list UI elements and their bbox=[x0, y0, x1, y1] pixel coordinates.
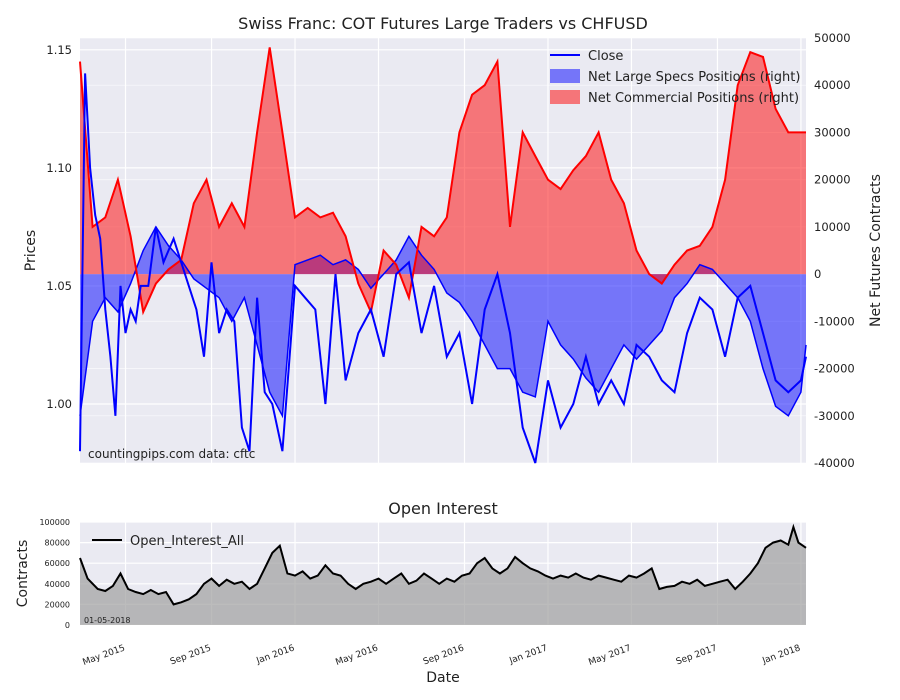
oi-x-tick-label: May 2017 bbox=[587, 643, 632, 668]
oi-x-tick-label: Jan 2016 bbox=[254, 643, 296, 666]
cot-left-axis-label: Prices bbox=[23, 230, 39, 271]
right-tick-label: -40000 bbox=[814, 456, 855, 470]
legend-specs-swatch bbox=[550, 69, 580, 83]
oi-x-tick-label: Jan 2017 bbox=[507, 643, 549, 666]
right-tick-label: 0 bbox=[814, 267, 821, 281]
oi-y-tick-label: 80000 bbox=[45, 539, 70, 548]
oi-fill bbox=[80, 527, 806, 625]
oi-x-tick-label: Jan 2018 bbox=[760, 643, 802, 666]
oi-x-ticks: May 2015 Sep 2015 Jan 2016 May 2016 Sep 2016… bbox=[81, 643, 802, 668]
oi-y-tick-label: 100000 bbox=[39, 518, 70, 527]
oi-x-tick-label: Sep 2016 bbox=[422, 643, 466, 667]
oi-y-axis-label: Contracts bbox=[15, 540, 31, 608]
oi-line bbox=[79, 523, 807, 606]
legend-commercial-swatch bbox=[550, 90, 580, 104]
oi-y-tick-label: 0 bbox=[65, 621, 70, 630]
specs-line bbox=[79, 225, 807, 419]
legend-close-label: Close bbox=[588, 49, 623, 64]
right-tick-label: 40000 bbox=[814, 78, 851, 92]
oi-chart-title: Open Interest bbox=[388, 499, 497, 518]
close-line bbox=[79, 73, 807, 464]
report-date-annotation: 01-05-2018 bbox=[84, 616, 131, 625]
oi-x-tick-label: May 2015 bbox=[81, 643, 126, 668]
cot-close-line bbox=[79, 73, 807, 464]
oi-y-ticks: 0 20000 40000 60000 80000 100000 bbox=[39, 518, 70, 630]
right-tick-label: -10000 bbox=[814, 314, 855, 328]
oi-y-tick-label: 60000 bbox=[45, 559, 70, 568]
source-annotation: countingpips.com data: cftc bbox=[88, 447, 255, 461]
left-tick-label: 1.05 bbox=[46, 279, 72, 293]
cot-legend: Close Net Large Specs Positions (right) Ne… bbox=[550, 49, 800, 106]
right-tick-label: -20000 bbox=[814, 362, 855, 376]
legend-specs-label: Net Large Specs Positions (right) bbox=[588, 70, 800, 85]
right-tick-label: 50000 bbox=[814, 31, 851, 45]
right-tick-label: -30000 bbox=[814, 409, 855, 423]
right-tick-label: 10000 bbox=[814, 220, 851, 234]
oi-x-tick-label: Sep 2015 bbox=[169, 643, 213, 667]
legend-oi-label: Open_Interest_All bbox=[130, 534, 244, 549]
oi-x-axis-label: Date bbox=[426, 670, 459, 686]
cot-areas bbox=[79, 47, 807, 419]
legend-commercial-label: Net Commercial Positions (right) bbox=[588, 91, 799, 106]
left-tick-label: 1.15 bbox=[46, 43, 72, 57]
oi-area bbox=[79, 523, 807, 625]
oi-x-tick-label: May 2016 bbox=[334, 643, 379, 668]
left-tick-label: 1.10 bbox=[46, 161, 72, 175]
cot-left-ticks: 1.00 1.05 1.10 1.15 bbox=[46, 43, 72, 411]
specs-area bbox=[80, 226, 806, 416]
open-interest-chart: 0 20000 40000 60000 80000 100000 May 2015 Sep … bbox=[15, 499, 807, 686]
commercial-line bbox=[79, 47, 806, 316]
commercial-area bbox=[80, 47, 806, 312]
oi-legend: Open_Interest_All bbox=[92, 534, 244, 549]
right-tick-label: 30000 bbox=[814, 125, 851, 139]
oi-y-tick-label: 20000 bbox=[45, 600, 70, 609]
cot-chart: 1.00 1.05 1.10 1.15 -40000 -30000 -20000 -1000… bbox=[23, 14, 884, 470]
cot-right-axis-label: Net Futures Contracts bbox=[868, 174, 884, 327]
cot-right-ticks: -40000 -30000 -20000 -10000 0 10000 20000 30000… bbox=[814, 31, 855, 470]
left-tick-label: 1.00 bbox=[46, 397, 72, 411]
oi-x-tick-label: Sep 2017 bbox=[675, 643, 719, 667]
cot-chart-title: Swiss Franc: COT Futures Large Traders v… bbox=[238, 14, 648, 33]
right-tick-label: 20000 bbox=[814, 173, 851, 187]
oi-y-tick-label: 40000 bbox=[45, 580, 70, 589]
